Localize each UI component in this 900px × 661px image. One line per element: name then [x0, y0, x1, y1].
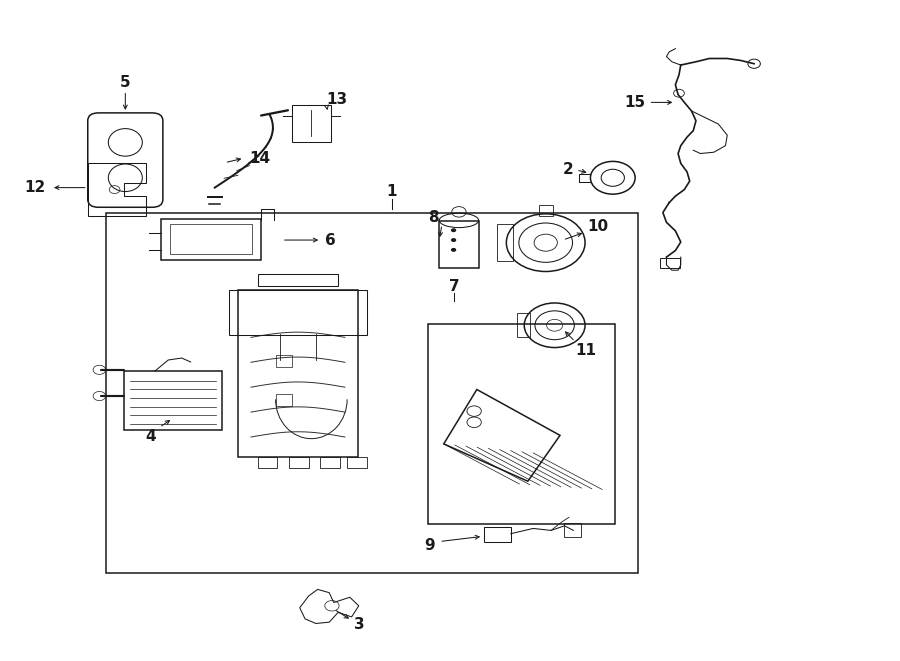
Bar [229, 290, 367, 335]
Text: 4: 4 [145, 429, 156, 444]
Bar [661, 258, 680, 268]
Text: 14: 14 [249, 151, 271, 166]
Text: 13: 13 [327, 92, 347, 106]
Bar [170, 224, 252, 254]
Circle shape [467, 406, 482, 416]
Circle shape [93, 391, 105, 401]
Bar [428, 324, 616, 524]
Text: 1: 1 [387, 184, 397, 199]
Circle shape [451, 248, 456, 252]
Text: 11: 11 [575, 342, 597, 358]
Bar [497, 224, 513, 261]
Bar [238, 290, 358, 457]
Circle shape [451, 238, 456, 242]
Bar [347, 457, 367, 469]
Text: 9: 9 [424, 538, 435, 553]
Bar [105, 213, 638, 573]
Bar [292, 105, 331, 141]
Circle shape [93, 366, 105, 374]
Bar [275, 355, 292, 367]
Bar [123, 371, 222, 430]
Text: 2: 2 [562, 163, 573, 177]
Text: 10: 10 [588, 219, 609, 235]
Circle shape [673, 89, 684, 97]
Bar [320, 457, 340, 469]
Text: 7: 7 [449, 279, 460, 294]
Bar [439, 221, 479, 268]
Bar [564, 523, 580, 537]
Text: 12: 12 [24, 180, 46, 195]
Text: 15: 15 [624, 95, 645, 110]
Circle shape [748, 59, 760, 68]
Text: 6: 6 [325, 233, 336, 248]
Text: 8: 8 [428, 210, 438, 225]
Bar [257, 457, 277, 469]
Bar [484, 527, 511, 541]
Circle shape [451, 228, 456, 232]
Text: 5: 5 [120, 75, 130, 91]
Bar [538, 205, 553, 216]
Bar [161, 219, 261, 260]
Circle shape [467, 417, 482, 428]
Bar [289, 457, 309, 469]
Bar [275, 394, 292, 406]
Bar [518, 313, 529, 337]
Bar [257, 274, 338, 286]
Text: 3: 3 [355, 617, 365, 632]
